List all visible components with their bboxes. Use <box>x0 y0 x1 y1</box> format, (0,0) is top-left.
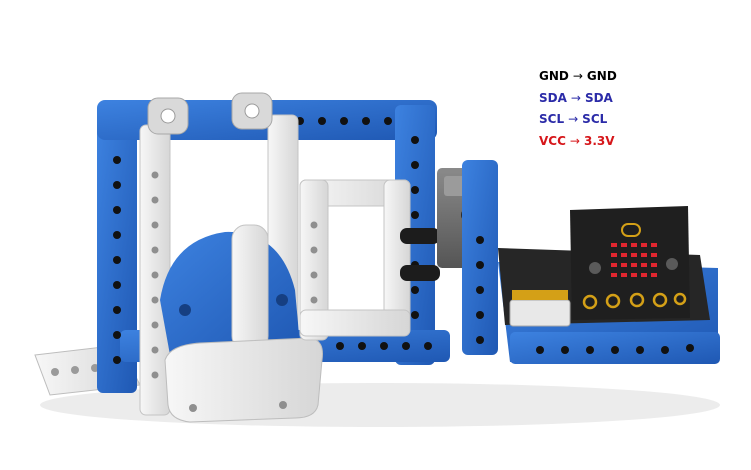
wiring-pin-right: SCL <box>582 112 608 126</box>
arrow-icon: → <box>568 112 579 126</box>
wiring-row-scl: SCL → SCL <box>539 109 649 131</box>
arrow-icon: → <box>572 69 583 83</box>
wiring-pin-right: GND <box>586 69 617 83</box>
wiring-legend: GND → GND SDA → SDA SCL → SCL VCC → 3.3V <box>539 66 649 152</box>
wiring-pin-left: GND <box>539 69 569 83</box>
wiring-pin-right: 3.3V <box>583 133 615 148</box>
inner-white-frame <box>299 179 411 341</box>
wiring-pin-left: SDA <box>539 90 567 105</box>
wiring-row-vcc: VCC → 3.3V <box>539 131 649 153</box>
microbit-board <box>570 206 690 320</box>
black-pegs <box>400 228 440 281</box>
blue-arm-piece <box>160 224 300 355</box>
wiring-pin-left: SCL <box>539 112 565 126</box>
wiring-pin-left: VCC <box>539 133 566 148</box>
arrow-icon: → <box>570 90 581 105</box>
wiring-pin-right: SDA <box>584 90 613 105</box>
wiring-row-gnd: GND → GND <box>539 66 649 88</box>
wiring-row-sda: SDA → SDA <box>539 88 649 110</box>
front-white-bumper <box>164 337 323 423</box>
top-hinge-connectors <box>147 92 273 135</box>
arrow-icon: → <box>569 133 580 148</box>
